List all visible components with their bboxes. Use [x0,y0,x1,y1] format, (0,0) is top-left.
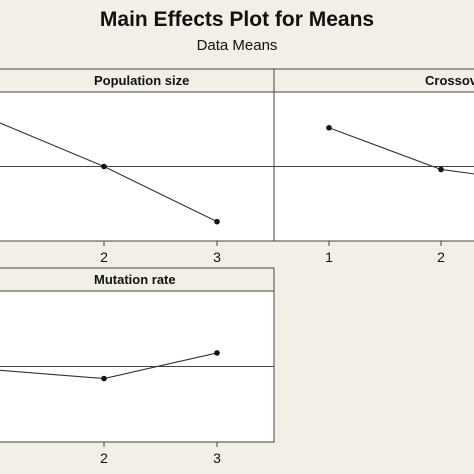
panel-frame [0,267,275,443]
x-tick-label: 2 [100,249,108,265]
chart-title: Main Effects Plot for Means [99,8,375,31]
x-tick-label: 1 [325,249,333,265]
data-point [214,350,220,356]
panel-header [0,268,274,291]
panel-background [0,268,274,442]
x-tick-label: 2 [437,249,445,265]
panel-title: Population size [94,73,189,88]
panel-header [0,69,274,92]
panel-background [0,69,274,241]
data-point [438,166,444,173]
chart-subtitle: Data Means [196,37,278,54]
panel-header [274,69,474,92]
panel-background [274,69,474,241]
x-tick-label: 3 [213,249,221,265]
data-point [214,218,220,225]
data-point [326,124,332,131]
data-point [101,375,107,382]
panel-frame [273,68,474,242]
panel-title: Mutation rate [94,272,176,287]
data-point [101,163,107,170]
panel-title: Crossover rat [425,73,474,88]
x-tick-label: 3 [213,450,221,466]
x-tick-label: 2 [100,450,108,466]
